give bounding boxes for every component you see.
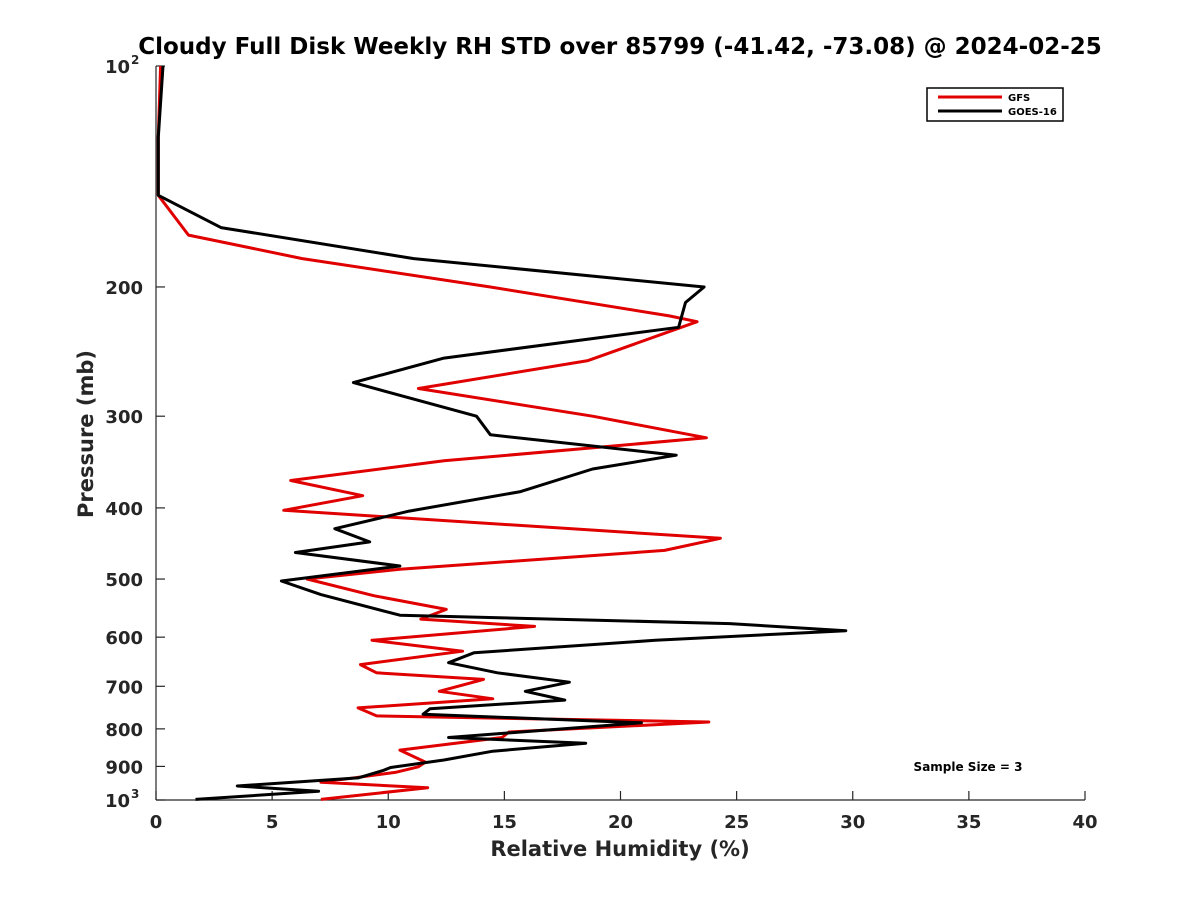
y-tick-label: 300: [105, 407, 143, 428]
y-tick-label: 700: [105, 677, 143, 698]
x-tick-label: 25: [724, 812, 749, 833]
series-lines: [156, 65, 848, 801]
legend: GFS GOES-16: [926, 87, 1064, 122]
y-tick-label: 600: [105, 628, 143, 649]
y-axis-label: Pressure (mb): [74, 350, 98, 518]
y-tick-label: 200: [105, 278, 143, 299]
x-tick-label: 20: [608, 812, 633, 833]
y-tick-label: 900: [105, 757, 143, 778]
y-tick-exponent: 3: [131, 787, 139, 801]
y-tick-exponent: 2: [131, 53, 139, 67]
legend-label: GOES-16: [1008, 107, 1057, 118]
sample-size-annotation: Sample Size = 3: [914, 760, 1023, 774]
x-axis-label: Relative Humidity (%): [490, 837, 749, 861]
y-tick-label: 10: [105, 57, 130, 78]
legend-box: [926, 87, 1064, 122]
x-tick-label: 35: [956, 812, 981, 833]
x-tick-label: 40: [1072, 812, 1097, 833]
x-tick-label: 15: [492, 812, 517, 833]
series-line-gfs: [156, 65, 722, 801]
x-tick-label: 0: [150, 812, 163, 833]
x-tick-label: 30: [840, 812, 865, 833]
legend-label: GFS: [1008, 93, 1030, 104]
y-tick-label: 500: [105, 570, 143, 591]
y-tick-label: 10: [105, 791, 130, 812]
x-tick-label: 10: [376, 812, 401, 833]
series-line-goes-16: [156, 65, 848, 801]
chart-title: Cloudy Full Disk Weekly RH STD over 8579…: [138, 34, 1102, 60]
x-tick-label: 5: [266, 812, 279, 833]
y-tick-label: 400: [105, 499, 143, 520]
y-tick-label: 800: [105, 720, 143, 741]
